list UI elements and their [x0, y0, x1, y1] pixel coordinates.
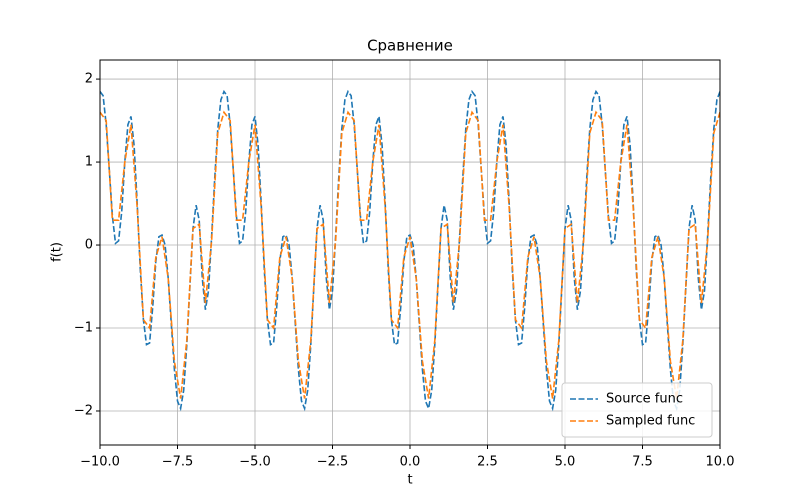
x-tick-label: −2.5: [317, 455, 349, 470]
y-axis-label: f(t): [50, 242, 65, 262]
x-tick-label: −10.0: [80, 455, 120, 470]
y-tick-label: 0: [85, 238, 93, 253]
x-axis-label: t: [407, 473, 412, 488]
x-tick-label: 10.0: [706, 455, 735, 470]
legend-label: Source func: [606, 392, 683, 407]
y-tick-label: −2: [74, 403, 93, 418]
data-line: [100, 89, 720, 412]
y-tick-label: 1: [85, 155, 93, 170]
x-tick-label: 7.5: [632, 455, 653, 470]
data-line: [100, 110, 720, 399]
y-tick-label: 2: [85, 72, 93, 87]
x-tick-label: 5.0: [555, 455, 576, 470]
legend-label: Sampled func: [606, 414, 695, 429]
x-tick-label: −7.5: [162, 455, 194, 470]
chart-title: Сравнение: [367, 37, 453, 55]
y-tick-label: −1: [74, 321, 93, 336]
x-tick-label: 2.5: [477, 455, 498, 470]
x-tick-label: 0.0: [400, 455, 421, 470]
legend-box: [561, 382, 713, 438]
x-tick-label: −5.0: [239, 455, 271, 470]
